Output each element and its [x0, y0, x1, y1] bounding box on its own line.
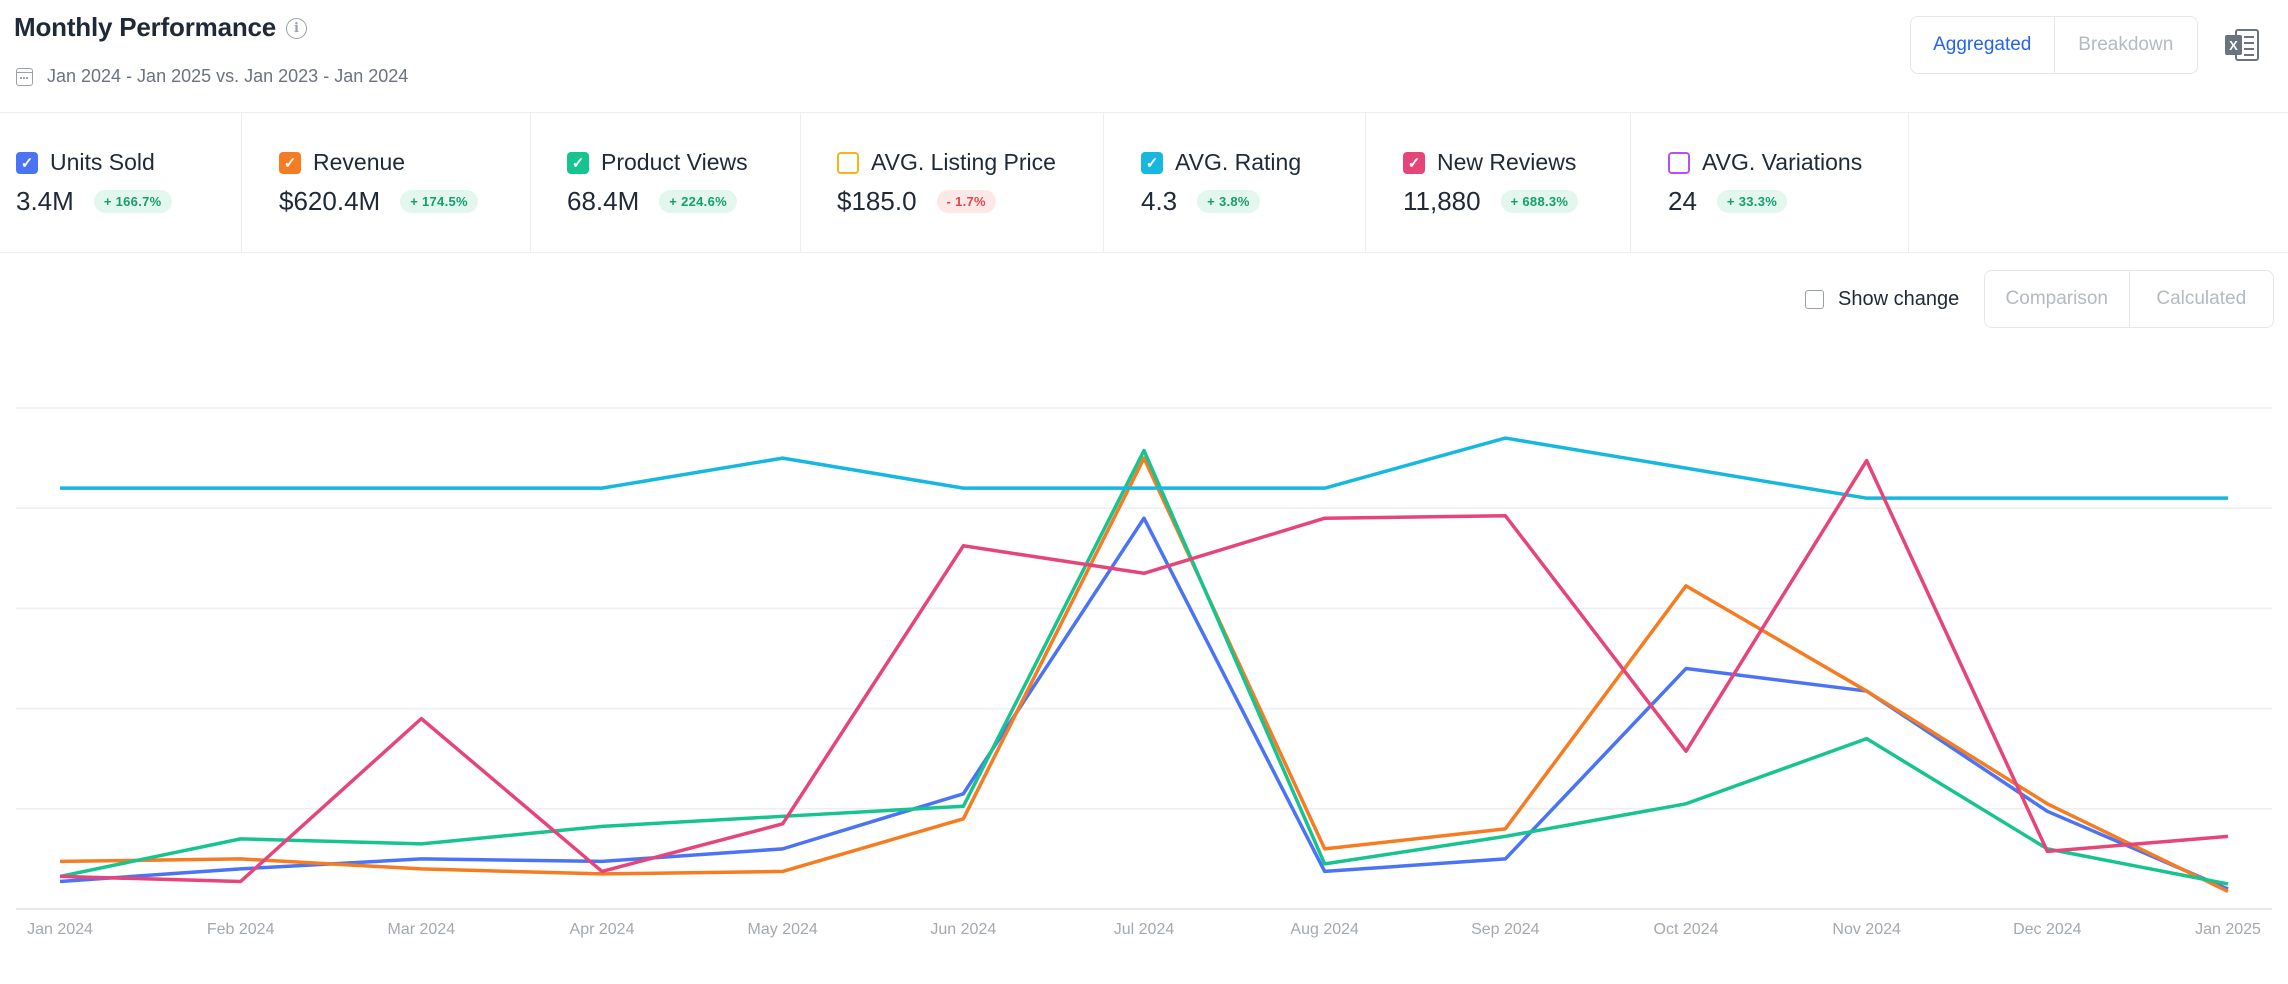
metrics-bar: ✓ Units Sold 3.4M + 166.7% ✓ Revenue $620.4…	[0, 113, 2288, 253]
change-badge: + 166.7%	[93, 190, 172, 213]
x-tick-label: Jan 2024	[27, 921, 93, 938]
aggregated-button[interactable]: Aggregated	[1933, 34, 2032, 55]
revenue-checkbox[interactable]: ✓	[279, 151, 301, 174]
metric-value: 11,880	[1403, 186, 1481, 216]
change-badge: + 688.3%	[1500, 190, 1579, 213]
metric-units-sold[interactable]: ✓ Units Sold 3.4M + 166.7%	[0, 113, 242, 253]
metric-value: 24	[1668, 186, 1697, 216]
x-tick-label: Jun 2024	[930, 921, 996, 938]
x-tick-label: Nov 2024	[1832, 921, 1901, 938]
x-tick-label: Jan 2025	[2195, 921, 2261, 938]
metric-label: Product Views	[601, 149, 748, 175]
mode-toggle: Comparison Calculated	[1984, 270, 2274, 328]
metric-avg-variations[interactable]: AVG. Variations 24 + 33.3%	[1631, 113, 1909, 253]
change-badge: - 1.7%	[936, 190, 996, 213]
x-tick-label: Apr 2024	[570, 921, 635, 938]
show-change-toggle[interactable]: Show change	[1805, 288, 1959, 311]
x-tick-label: Oct 2024	[1654, 921, 1719, 938]
x-tick-label: Dec 2024	[2013, 921, 2082, 938]
page-title: Monthly Performance	[14, 12, 277, 42]
change-badge: + 174.5%	[400, 190, 478, 213]
metric-label: AVG. Listing Price	[871, 149, 1056, 175]
date-range[interactable]: Jan 2024 - Jan 2025 vs. Jan 2023 - Jan 2…	[16, 66, 408, 87]
performance-line-chart: Jan 2024 Feb 2024 Mar 2024 Apr 2024 May 2024…	[16, 407, 2272, 938]
metric-revenue[interactable]: ✓ Revenue $620.4M + 174.5%	[242, 113, 531, 253]
show-change-label: Show change	[1838, 288, 1960, 310]
x-tick-label: Aug 2024	[1290, 921, 1359, 938]
x-tick-label: Feb 2024	[207, 921, 275, 938]
metric-avg-listing-price[interactable]: AVG. Listing Price $185.0 - 1.7%	[801, 113, 1104, 253]
change-badge: + 3.8%	[1197, 190, 1260, 213]
metric-avg-rating[interactable]: ✓ AVG. Rating 4.3 + 3.8%	[1104, 113, 1366, 253]
title-row: Monthly Performance i	[14, 12, 308, 43]
show-change-checkbox[interactable]	[1805, 290, 1824, 309]
series-line-avg-rating[interactable]	[60, 436, 2228, 500]
svg-text:X: X	[2229, 38, 2238, 53]
calculated-button[interactable]: Calculated	[2128, 271, 2274, 327]
metric-value: 3.4M	[16, 186, 74, 216]
view-toggle: Aggregated Breakdown	[1910, 16, 2198, 74]
series-line-product-views[interactable]	[59, 448, 2229, 886]
metric-value: $185.0	[837, 186, 917, 216]
metric-label: AVG. Rating	[1175, 149, 1302, 175]
x-tick-label: Sep 2024	[1471, 921, 1540, 938]
metric-new-reviews[interactable]: ✓ New Reviews 11,880 + 688.3%	[1366, 113, 1631, 253]
info-icon[interactable]: i	[286, 18, 308, 39]
series-line-new-reviews[interactable]	[59, 458, 2229, 884]
metric-label: Revenue	[313, 149, 406, 175]
x-tick-label: May 2024	[748, 921, 818, 938]
product-views-checkbox[interactable]: ✓	[567, 151, 589, 174]
metric-value: 4.3	[1141, 186, 1178, 216]
change-badge: + 224.6%	[659, 190, 737, 213]
metric-value: 68.4M	[567, 186, 640, 216]
chart-header: Monthly Performance i Jan 2024 - Jan 202…	[0, 0, 2288, 113]
change-badge: + 33.3%	[1716, 190, 1788, 213]
series-line-revenue[interactable]	[59, 456, 2229, 894]
metric-label: AVG. Variations	[1702, 149, 1863, 175]
calendar-icon	[16, 67, 33, 86]
new-reviews-checkbox[interactable]: ✓	[1403, 151, 1425, 174]
avg-variations-checkbox[interactable]	[1668, 151, 1690, 174]
comparison-button[interactable]: Comparison	[2005, 288, 2108, 309]
breakdown-button[interactable]: Breakdown	[2053, 17, 2198, 73]
avg-listing-price-checkbox[interactable]	[837, 151, 859, 174]
metric-label: Units Sold	[50, 149, 155, 175]
metric-label: New Reviews	[1437, 149, 1577, 175]
metric-product-views[interactable]: ✓ Product Views 68.4M + 224.6%	[531, 113, 801, 253]
units-sold-checkbox[interactable]: ✓	[16, 151, 38, 174]
excel-export-icon[interactable]: X	[2224, 28, 2260, 62]
x-tick-label: Mar 2024	[388, 921, 456, 938]
metric-value: $620.4M	[279, 186, 381, 216]
date-range-label: Jan 2024 - Jan 2025 vs. Jan 2023 - Jan 2…	[47, 66, 409, 86]
avg-rating-checkbox[interactable]: ✓	[1141, 151, 1163, 174]
x-tick-label: Jul 2024	[1114, 921, 1175, 938]
